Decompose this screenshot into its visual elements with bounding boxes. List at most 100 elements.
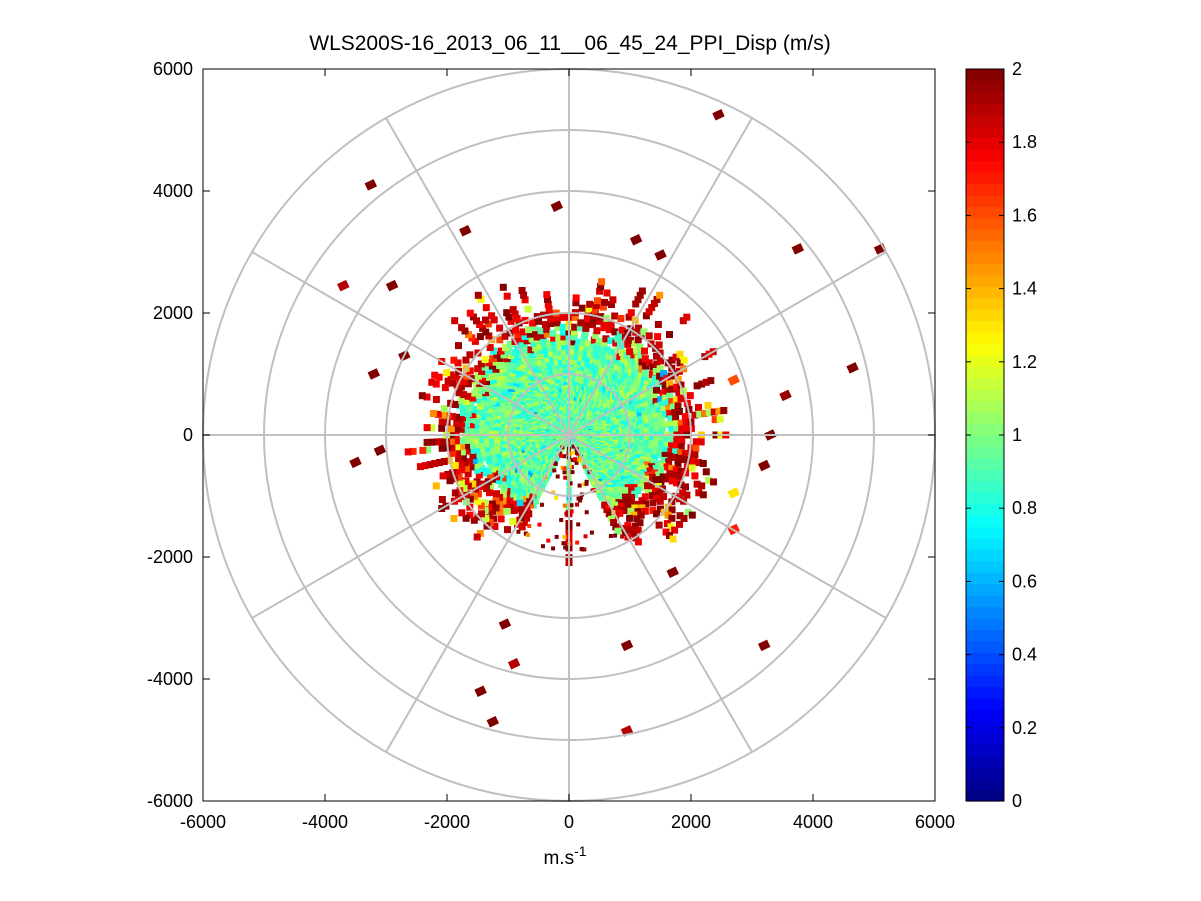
data-cell [553, 314, 561, 322]
data-cell [579, 344, 587, 352]
data-cell [548, 376, 554, 382]
data-cell [655, 471, 663, 479]
data-cell [620, 418, 626, 424]
data-cell [454, 359, 462, 367]
x-tick-label: 4000 [793, 812, 833, 832]
data-cell [596, 287, 604, 295]
data-cell [532, 344, 540, 352]
data-cell [681, 413, 689, 421]
data-cell [529, 319, 537, 327]
data-cell [488, 415, 496, 423]
data-cell [621, 429, 628, 435]
data-point [654, 249, 667, 261]
data-cell [672, 466, 680, 474]
data-cell [451, 317, 459, 325]
data-cell [524, 305, 532, 313]
data-cell [514, 405, 520, 412]
data-cell [592, 306, 599, 314]
data-cell [529, 489, 535, 495]
data-cell [446, 477, 454, 485]
data-point [474, 685, 487, 697]
data-cell [666, 380, 674, 388]
data-cell [710, 478, 717, 486]
y-tick-label: -6000 [147, 791, 193, 811]
data-cell [569, 357, 577, 365]
data-cell [577, 458, 582, 463]
data-cell [439, 472, 447, 480]
data-cell [530, 324, 538, 332]
data-cell [627, 487, 635, 495]
x-axis-label: m.s-1 [543, 843, 586, 869]
data-cell [434, 410, 442, 418]
data-cell [514, 330, 522, 338]
data-cell [548, 367, 555, 373]
data-cell [462, 398, 470, 406]
data-cell [510, 429, 517, 435]
data-cell [623, 420, 629, 426]
data-cell [486, 427, 494, 435]
data-cell [617, 409, 623, 416]
data-cell [546, 370, 552, 377]
data-cell [470, 493, 478, 500]
data-cell [649, 404, 657, 412]
data-cell [647, 378, 655, 385]
polar-spoke [251, 251, 570, 436]
colorbar-step [966, 160, 1004, 173]
data-cell [554, 358, 561, 366]
x-axis: -6000 -4000 -2000 0 2000 4000 6000 [180, 69, 955, 832]
data-cell [497, 347, 505, 355]
data-cell [505, 313, 513, 321]
data-cell [557, 451, 562, 456]
data-cell [617, 503, 625, 511]
data-cell [652, 464, 660, 472]
data-cell [634, 435, 640, 442]
data-cell [503, 456, 509, 462]
data-cell [451, 401, 459, 408]
data-cell [671, 453, 679, 461]
data-cell [482, 370, 490, 378]
data-cell [634, 336, 642, 344]
data-cell [582, 324, 590, 332]
data-cell [503, 445, 509, 452]
x-tick-label: -2000 [424, 812, 470, 832]
colorbar-step [966, 583, 1004, 596]
data-cell [630, 351, 638, 359]
data-cell [557, 353, 565, 361]
data-cell [492, 423, 500, 431]
data-cell [492, 443, 500, 450]
data-cell [699, 491, 707, 499]
data-cell [582, 464, 587, 469]
data-cell [491, 469, 498, 477]
data-cell [549, 354, 557, 362]
data-cell [539, 362, 546, 370]
data-cell [503, 355, 511, 363]
data-cell [572, 294, 580, 302]
data-cell [462, 514, 470, 522]
colorbar-step [966, 286, 1004, 299]
data-cell [502, 453, 508, 459]
data-cell [507, 435, 514, 441]
data-cell [460, 378, 468, 386]
data-cell [668, 436, 676, 444]
data-cell [489, 451, 497, 459]
data-cell [633, 421, 639, 428]
data-cell [539, 502, 544, 507]
data-cell [463, 447, 471, 455]
data-cell [598, 344, 606, 352]
data-cell [618, 426, 624, 433]
data-cell [495, 408, 503, 416]
colorbar-step [966, 492, 1004, 505]
data-cell [514, 435, 520, 441]
data-cell [485, 503, 493, 511]
data-cell [639, 403, 646, 411]
data-cell [622, 417, 629, 423]
data-cell [476, 333, 484, 341]
data-cell [511, 423, 517, 429]
data-point [727, 374, 740, 386]
data-cell [609, 296, 617, 304]
data-cell [595, 490, 601, 496]
data-cell [521, 332, 529, 340]
data-cell [596, 317, 603, 325]
data-cell [570, 338, 578, 346]
data-cell [504, 481, 512, 488]
